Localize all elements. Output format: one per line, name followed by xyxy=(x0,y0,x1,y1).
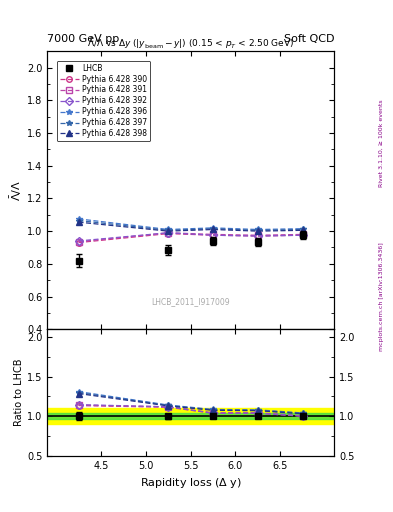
Text: Rivet 3.1.10, ≥ 100k events: Rivet 3.1.10, ≥ 100k events xyxy=(379,99,384,187)
Text: mcplots.cern.ch [arXiv:1306.3436]: mcplots.cern.ch [arXiv:1306.3436] xyxy=(379,243,384,351)
Y-axis label: Ratio to LHCB: Ratio to LHCB xyxy=(14,359,24,426)
Y-axis label: $\bar{\Lambda}/\Lambda$: $\bar{\Lambda}/\Lambda$ xyxy=(9,180,24,201)
X-axis label: Rapidity loss ($\Delta$ y): Rapidity loss ($\Delta$ y) xyxy=(140,476,242,490)
Bar xyxy=(47,408,334,424)
Legend: LHCB, Pythia 6.428 390, Pythia 6.428 391, Pythia 6.428 392, Pythia 6.428 396, Py: LHCB, Pythia 6.428 390, Pythia 6.428 391… xyxy=(57,60,150,141)
Title: $\bar{\Lambda}/\Lambda$ vs $\Delta y$ ($|y_{\mathrm{beam}}-y|$) (0.15 < $p_{T}$ : $\bar{\Lambda}/\Lambda$ vs $\Delta y$ ($… xyxy=(87,36,294,51)
Text: Soft QCD: Soft QCD xyxy=(284,33,334,44)
Text: LHCB_2011_I917009: LHCB_2011_I917009 xyxy=(151,297,230,306)
Text: 7000 GeV pp: 7000 GeV pp xyxy=(47,33,119,44)
Bar xyxy=(47,413,334,419)
